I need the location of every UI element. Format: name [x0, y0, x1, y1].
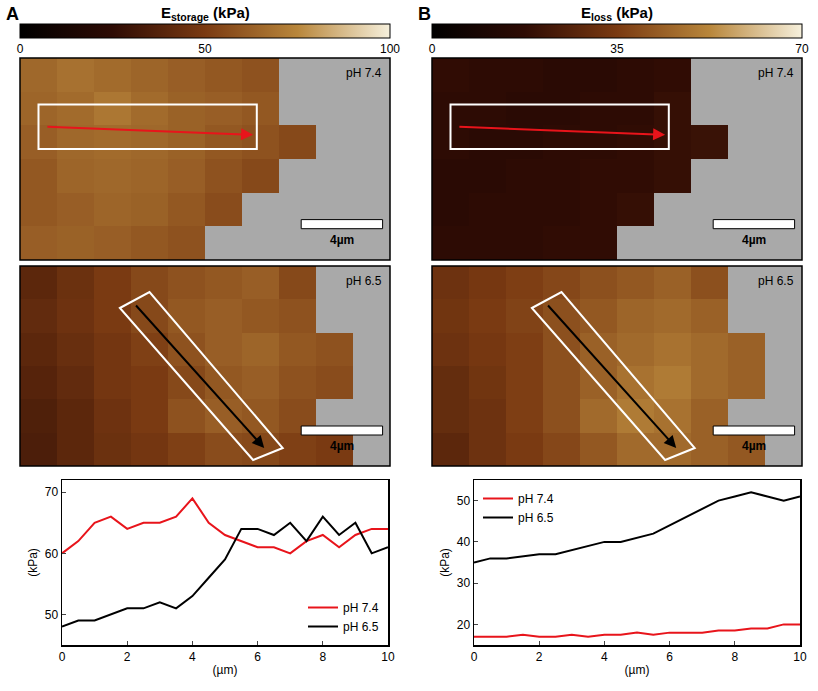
- svg-text:pH 7.4: pH 7.4: [346, 66, 382, 80]
- svg-text:4: 4: [601, 650, 608, 664]
- svg-text:pH 7.4: pH 7.4: [758, 66, 794, 80]
- svg-text:4µm: 4µm: [330, 233, 354, 247]
- svg-text:pH 6.5: pH 6.5: [346, 274, 382, 288]
- svg-text:6: 6: [666, 650, 673, 664]
- svg-text:pH 6.5: pH 6.5: [518, 511, 554, 525]
- svg-text:4: 4: [189, 650, 196, 664]
- svg-text:60: 60: [45, 547, 59, 561]
- svg-text:35: 35: [610, 42, 624, 56]
- svg-text:pH 6.5: pH 6.5: [758, 274, 794, 288]
- svg-text:2: 2: [536, 650, 543, 664]
- svg-text:0: 0: [59, 650, 66, 664]
- svg-text:0: 0: [471, 650, 478, 664]
- svg-text:pH 6.5: pH 6.5: [343, 620, 379, 634]
- svg-text:0: 0: [17, 42, 24, 56]
- svg-text:(kPa): (kPa): [438, 548, 452, 577]
- svg-text:8: 8: [319, 650, 326, 664]
- svg-text:4µm: 4µm: [742, 439, 766, 453]
- svg-text:10: 10: [381, 650, 395, 664]
- svg-text:10: 10: [793, 650, 807, 664]
- svg-text:B: B: [418, 4, 431, 24]
- svg-text:50: 50: [457, 494, 471, 508]
- svg-text:(kPa): (kPa): [26, 548, 40, 577]
- svg-text:70: 70: [45, 485, 59, 499]
- svg-text:(µm): (µm): [213, 663, 238, 677]
- svg-text:4µm: 4µm: [330, 439, 354, 453]
- svg-text:6: 6: [254, 650, 261, 664]
- svg-text:30: 30: [457, 576, 471, 590]
- svg-text:A: A: [6, 4, 19, 24]
- svg-text:E​loss​ (kPa): E​loss​ (kPa): [581, 4, 653, 23]
- svg-text:2: 2: [124, 650, 131, 664]
- svg-text:20: 20: [457, 618, 471, 632]
- svg-text:40: 40: [457, 535, 471, 549]
- svg-text:100: 100: [380, 42, 400, 56]
- svg-text:50: 50: [198, 42, 212, 56]
- svg-text:pH 7.4: pH 7.4: [518, 492, 554, 506]
- svg-text:0: 0: [429, 42, 436, 56]
- svg-text:pH 7.4: pH 7.4: [343, 601, 379, 615]
- svg-text:E​storage​ (kPa): E​storage​ (kPa): [161, 4, 250, 23]
- svg-text:(µm): (µm): [625, 663, 650, 677]
- svg-text:70: 70: [795, 42, 809, 56]
- svg-text:8: 8: [731, 650, 738, 664]
- svg-text:50: 50: [45, 608, 59, 622]
- svg-text:4µm: 4µm: [742, 233, 766, 247]
